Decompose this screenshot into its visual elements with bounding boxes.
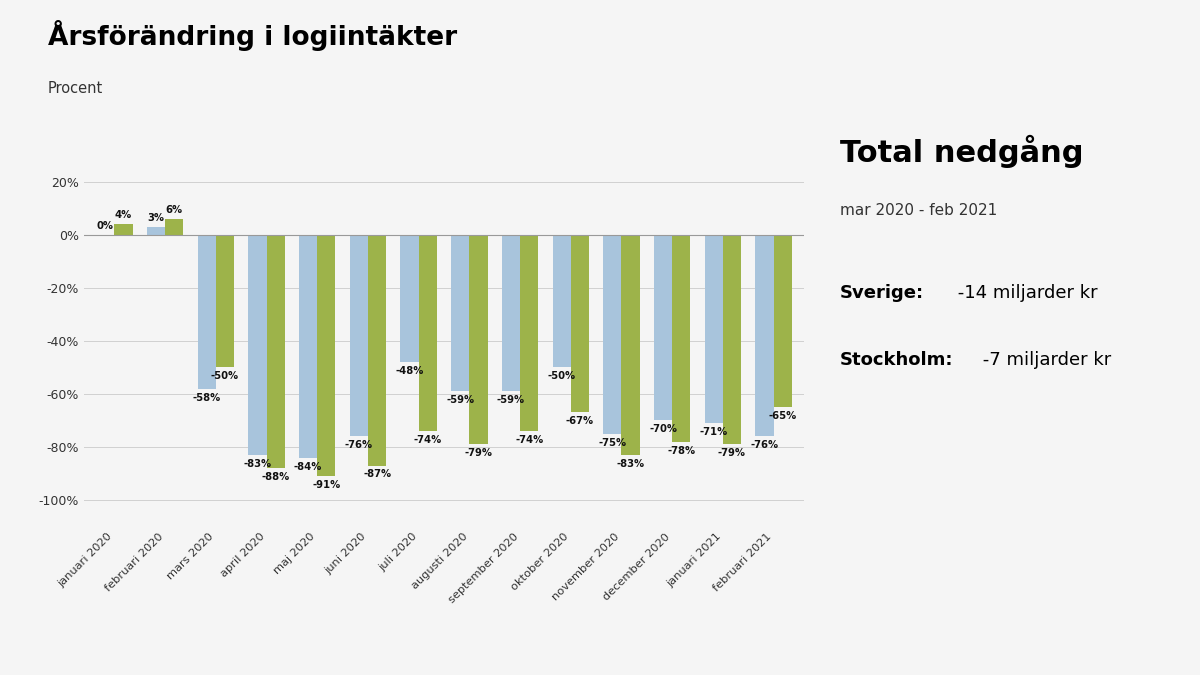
Text: -91%: -91%	[312, 480, 341, 490]
Bar	[198, 235, 216, 389]
Bar	[502, 235, 520, 392]
Text: Årsförändring i logiintäkter: Årsförändring i logiintäkter	[48, 20, 457, 51]
Bar	[114, 224, 133, 235]
Bar	[520, 235, 539, 431]
Bar	[469, 235, 487, 444]
Bar	[299, 235, 317, 458]
Text: -71%: -71%	[700, 427, 728, 437]
Text: Sverige:: Sverige:	[840, 284, 924, 302]
Bar	[146, 227, 166, 235]
Text: -79%: -79%	[464, 448, 492, 458]
Text: -83%: -83%	[617, 459, 644, 469]
Bar	[166, 219, 184, 235]
Text: -76%: -76%	[750, 440, 779, 450]
Text: 3%: 3%	[148, 213, 164, 223]
Text: -7 miljarder kr: -7 miljarder kr	[977, 351, 1111, 369]
Bar	[266, 235, 284, 468]
Text: -65%: -65%	[768, 411, 797, 421]
Bar	[622, 235, 640, 455]
Text: -75%: -75%	[599, 437, 626, 448]
Text: -58%: -58%	[192, 393, 221, 402]
Bar	[755, 235, 774, 436]
Bar	[349, 235, 368, 436]
Bar	[248, 235, 266, 455]
Text: Total nedgång: Total nedgång	[840, 135, 1084, 168]
Text: mar 2020 - feb 2021: mar 2020 - feb 2021	[840, 202, 997, 217]
Bar	[571, 235, 589, 412]
Bar	[368, 235, 386, 466]
Bar	[317, 235, 336, 476]
Text: -78%: -78%	[667, 446, 695, 456]
Text: -67%: -67%	[566, 416, 594, 427]
Bar	[654, 235, 672, 421]
Text: -59%: -59%	[497, 396, 524, 405]
Text: 6%: 6%	[166, 205, 182, 215]
Text: Stockholm:: Stockholm:	[840, 351, 954, 369]
Bar	[552, 235, 571, 367]
Text: -50%: -50%	[211, 371, 239, 381]
Bar	[419, 235, 437, 431]
Text: Procent: Procent	[48, 81, 103, 96]
Text: -76%: -76%	[344, 440, 373, 450]
Text: -74%: -74%	[515, 435, 544, 445]
Text: 0%: 0%	[97, 221, 114, 231]
Bar	[604, 235, 622, 434]
Text: -84%: -84%	[294, 462, 323, 472]
Bar	[704, 235, 722, 423]
Bar	[672, 235, 690, 441]
Bar	[774, 235, 792, 407]
Text: -74%: -74%	[414, 435, 442, 445]
Bar	[401, 235, 419, 362]
Text: -59%: -59%	[446, 396, 474, 405]
Bar	[451, 235, 469, 392]
Text: -87%: -87%	[364, 470, 391, 479]
Text: -50%: -50%	[547, 371, 576, 381]
Bar	[216, 235, 234, 367]
Text: -48%: -48%	[395, 366, 424, 376]
Text: -70%: -70%	[649, 425, 677, 435]
Text: -79%: -79%	[718, 448, 746, 458]
Text: -83%: -83%	[244, 459, 271, 469]
Text: 4%: 4%	[115, 210, 132, 220]
Text: -88%: -88%	[262, 472, 289, 482]
Bar	[722, 235, 742, 444]
Text: -14 miljarder kr: -14 miljarder kr	[952, 284, 1097, 302]
